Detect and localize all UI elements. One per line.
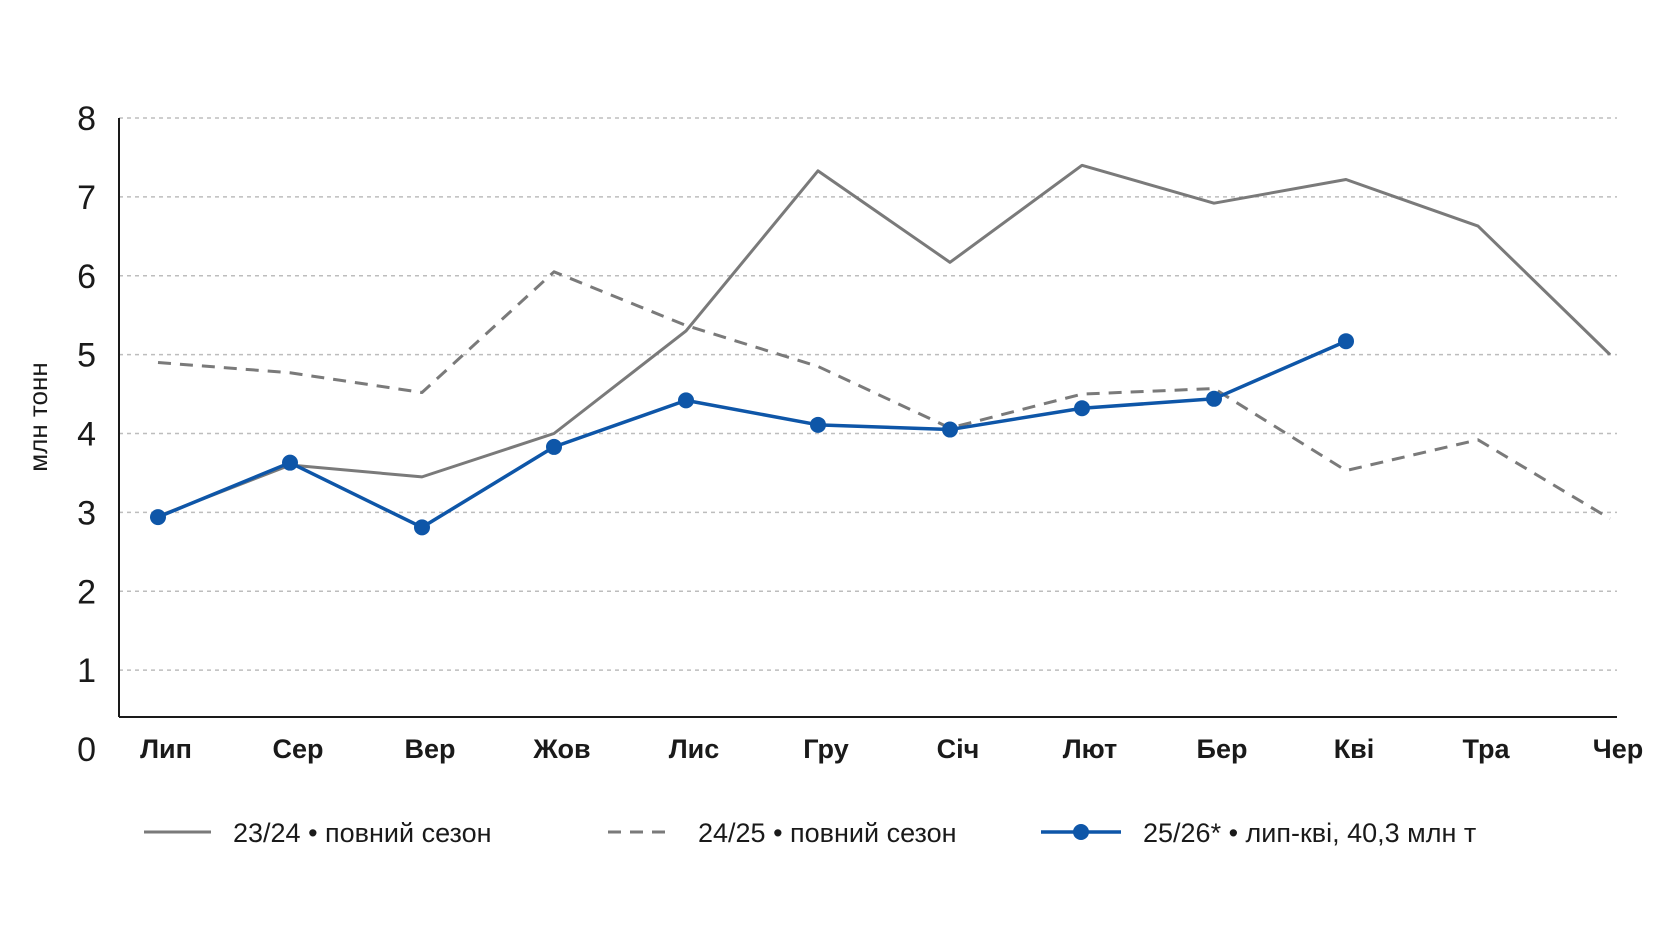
y-tick-labels: 0 1 2 3 4 5 6 7 8: [77, 100, 96, 769]
data-point: [810, 416, 826, 433]
legend-item: 24/25 • повний сезон: [608, 818, 957, 848]
y-tick-label: 7: [77, 179, 96, 217]
axes: [118, 118, 1617, 718]
y-tick-label: 3: [77, 494, 96, 532]
x-tick-label: Лис: [669, 734, 720, 764]
x-tick-label: Лют: [1063, 734, 1118, 764]
y-axis-title: млн тонн: [23, 362, 53, 471]
legend-label: 24/25 • повний сезон: [698, 818, 957, 848]
series-line: [157, 339, 1347, 530]
data-point: [1206, 390, 1222, 407]
grid-lines: [119, 117, 1617, 671]
y-tick-label: 4: [77, 416, 96, 454]
x-tick-label: Тра: [1463, 734, 1511, 764]
y-tick-label: 1: [77, 652, 96, 690]
series-2: [157, 270, 1611, 520]
y-tick-label: 5: [77, 337, 96, 375]
series-1: [157, 163, 1612, 518]
x-tick-label: Сер: [272, 734, 323, 764]
series-line: [157, 163, 1612, 518]
y-tick-label: 6: [77, 258, 96, 296]
x-tick-label: Жов: [532, 734, 590, 764]
data-point: [414, 519, 430, 536]
legend-marker: [1073, 824, 1089, 840]
legend: 23/24 • повний сезон 24/25 • повний сезон…: [144, 818, 1476, 848]
x-tick-label: Гру: [803, 734, 848, 764]
x-tick-label: Вер: [404, 734, 455, 764]
y-tick-label: 2: [77, 573, 96, 611]
y-tick-label: 0: [77, 731, 96, 769]
series-line: [157, 270, 1611, 520]
data-point: [282, 454, 298, 471]
data-point: [150, 509, 166, 526]
legend-label: 25/26* • лип-кві, 40,3 млн т: [1143, 818, 1476, 848]
series-3: [150, 333, 1354, 536]
x-tick-label: Кві: [1334, 734, 1375, 764]
y-tick-label: 8: [77, 100, 96, 138]
series: [150, 163, 1612, 536]
x-tick-label: Січ: [937, 734, 980, 764]
data-point: [546, 438, 562, 455]
x-tick-label: Бер: [1197, 734, 1248, 764]
data-point: [678, 392, 694, 409]
x-tick-label: Чер: [1593, 734, 1643, 764]
legend-item: 23/24 • повний сезон: [144, 818, 492, 848]
x-tick-label: Лип: [140, 734, 192, 764]
legend-label: 23/24 • повний сезон: [233, 818, 492, 848]
x-tick-labels: Лип Сер Вер Жов Лис Гру Січ Лют Бер Кві Тра Чер: [140, 734, 1643, 764]
data-point: [1338, 333, 1354, 350]
legend-item: 25/26* • лип-кві, 40,3 млн т: [1041, 818, 1476, 848]
data-point: [942, 421, 958, 438]
data-point: [1074, 400, 1090, 417]
